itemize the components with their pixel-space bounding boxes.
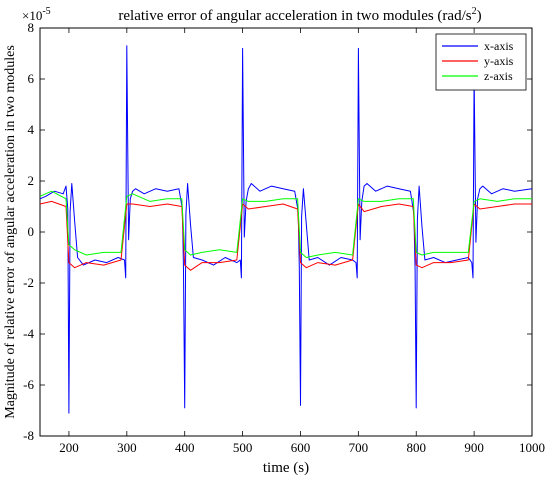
x-tick-label: 700 xyxy=(349,440,369,455)
axis-ticks: 200 300 400 500 600 700 800 900 1000 -8 -6 -4 -2 0 2 4 6… xyxy=(23,20,545,455)
legend-box xyxy=(435,33,527,91)
chart-title-superscript: 2 xyxy=(472,6,477,17)
y-tick-label: 6 xyxy=(28,71,35,86)
series-line-z-axis xyxy=(39,190,532,258)
x-tick-label: 900 xyxy=(464,440,484,455)
x-tick-label: 300 xyxy=(117,440,137,455)
y-tick-label: 0 xyxy=(28,224,35,239)
legend-label: y-axis xyxy=(484,54,514,68)
x-tick-label: 1000 xyxy=(519,440,545,455)
y-tick-label: -6 xyxy=(23,377,34,392)
y-tick-label: -4 xyxy=(23,326,34,341)
legend-label: z-axis xyxy=(484,69,513,83)
y-tick-label: 4 xyxy=(28,122,35,137)
y-tick-label: 8 xyxy=(28,20,35,35)
x-tick-label: 500 xyxy=(233,440,253,455)
y-tick-label: -2 xyxy=(23,275,34,290)
x-tick-label: 800 xyxy=(406,440,426,455)
x-tick-label: 400 xyxy=(175,440,195,455)
y-exponent-power: -5 xyxy=(42,6,50,17)
y-exponent-label: ×10-5 xyxy=(22,6,51,23)
series-line-y-axis xyxy=(39,200,532,271)
chart-title-suffix: ) xyxy=(477,8,482,24)
y-axis-label: Magnitude of relative error of angular a… xyxy=(3,45,18,419)
x-tick-label: 200 xyxy=(59,440,79,455)
chart-title-main: relative error of angular acceleration i… xyxy=(118,8,471,24)
y-tick-label: -8 xyxy=(23,428,34,443)
chart-title: relative error of angular acceleration i… xyxy=(118,6,481,24)
series-lines xyxy=(39,45,533,414)
y-tick-label: 2 xyxy=(28,173,35,188)
x-tick-label: 600 xyxy=(291,440,311,455)
legend-label: x-axis xyxy=(484,39,514,53)
x-axis-label: time (s) xyxy=(263,460,309,476)
y-exponent-base: ×10 xyxy=(22,8,42,23)
